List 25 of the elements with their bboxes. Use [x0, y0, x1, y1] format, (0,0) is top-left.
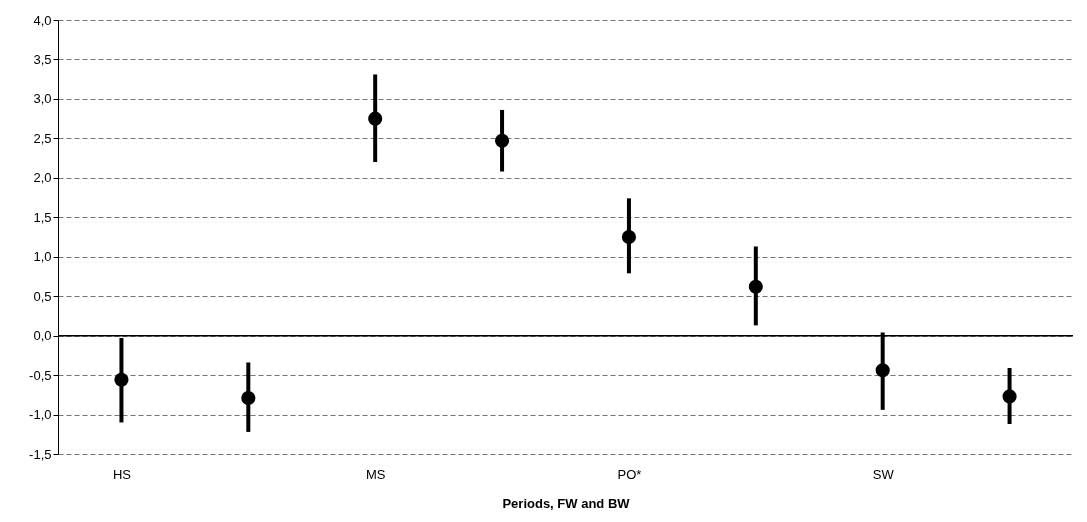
x-tick-label: MS — [365, 466, 386, 482]
x-axis-title: Periods, FW and BW — [502, 495, 631, 511]
y-tick-label: 0,5 — [33, 288, 52, 304]
y-tick-label: 2,5 — [33, 130, 52, 146]
x-tick-label: SW — [872, 466, 895, 482]
point — [748, 279, 763, 294]
x-tick-label: HS — [112, 466, 132, 482]
x-tick-label: PO* — [617, 466, 642, 482]
y-tick-label: -0,5 — [29, 367, 52, 383]
y-tick-label: -1,5 — [29, 446, 52, 462]
y-tick-label: -1,0 — [29, 407, 52, 423]
y-tick-label: 2,0 — [33, 170, 52, 186]
y-tick-label: 3,0 — [33, 91, 52, 107]
y-tick-label: 1,5 — [33, 209, 52, 225]
point — [1002, 389, 1017, 404]
point — [494, 133, 510, 148]
y-tick-label: 4,0 — [33, 12, 52, 28]
point — [368, 111, 383, 126]
point — [241, 390, 256, 406]
point — [875, 363, 890, 378]
point — [114, 372, 129, 387]
y-tick-label: 1,0 — [33, 249, 52, 265]
point — [621, 229, 637, 245]
y-tick-label: 3,5 — [33, 51, 52, 67]
y-tick-label: 0,0 — [33, 328, 52, 344]
